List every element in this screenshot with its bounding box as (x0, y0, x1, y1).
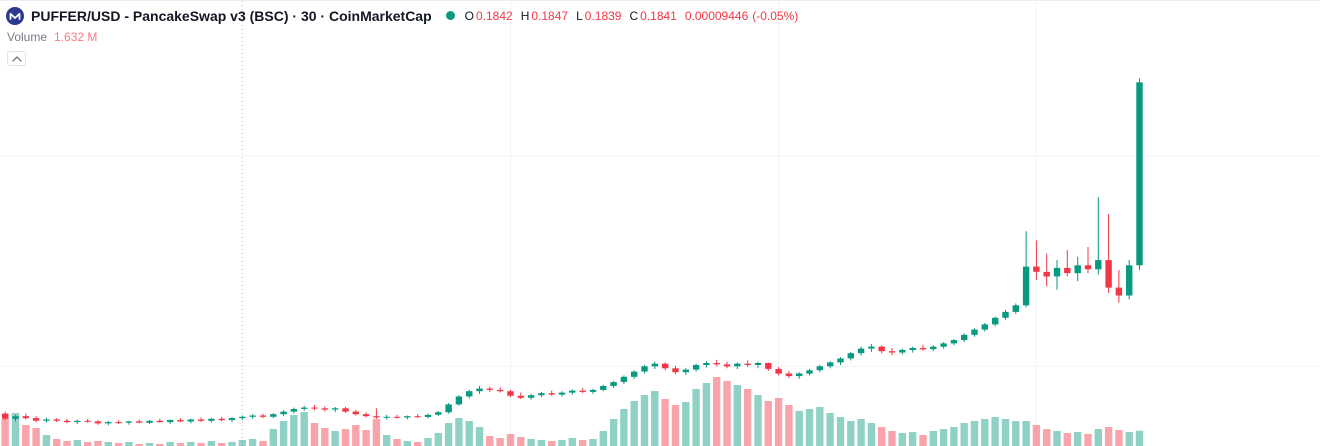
legend-collapse-button[interactable] (7, 51, 26, 66)
volume-indicator-row: Volume 1.632 M (7, 30, 798, 44)
change-percent: (-0.05%) (752, 8, 799, 23)
open-label: O (464, 8, 474, 23)
chevron-up-icon (11, 55, 22, 62)
volume-label[interactable]: Volume (7, 30, 48, 44)
volume-value: 1.632 M (54, 30, 98, 44)
symbol-title[interactable]: PUFFER/USD - PancakeSwap v3 (BSC) · 30 ·… (31, 7, 432, 24)
low-label: L (576, 8, 583, 23)
change-absolute: 0.00009446 (684, 8, 749, 23)
symbol-title-row: PUFFER/USD - PancakeSwap v3 (BSC) · 30 ·… (6, 6, 798, 25)
high-label: H (520, 8, 530, 23)
open-value: 0.1842 (476, 8, 513, 23)
low-value: 0.1839 (584, 8, 622, 23)
close-value: 0.1841 (640, 8, 677, 23)
coinmarketcap-logo (6, 6, 24, 25)
market-status-dot[interactable] (445, 11, 455, 20)
close-label: C (629, 8, 639, 23)
ohlc-readout: O 0.1842 H 0.1847 L 0.1839 C 0.1841 0.00… (465, 9, 799, 23)
legend: PUFFER/USD - PancakeSwap v3 (BSC) · 30 ·… (6, 6, 798, 66)
high-value: 0.1847 (531, 8, 569, 23)
coinmarketcap-mark-icon (9, 12, 21, 20)
